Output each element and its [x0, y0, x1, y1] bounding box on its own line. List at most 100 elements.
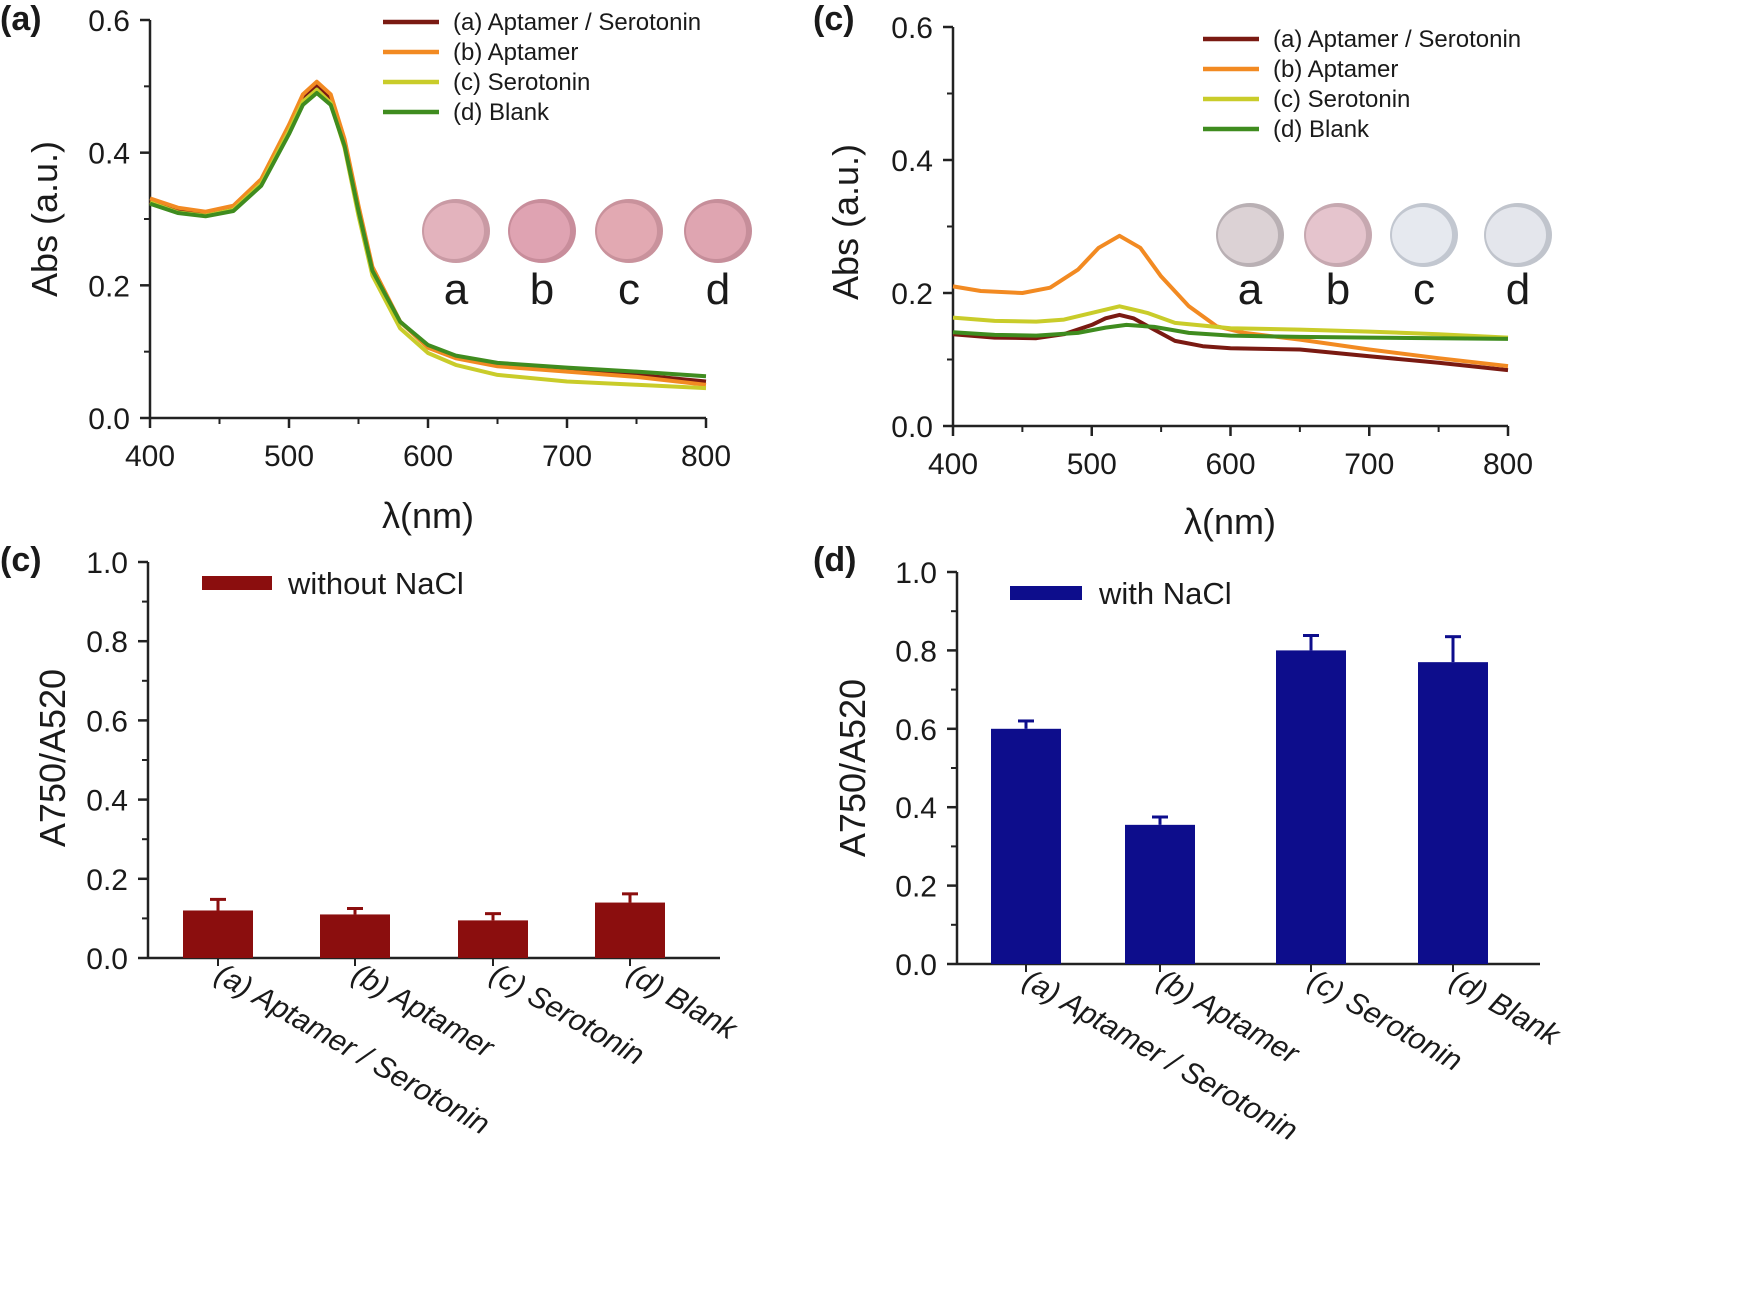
category-label: (d) Blank: [1445, 963, 1567, 1053]
panel-label: (c): [813, 0, 855, 38]
sample-well-c: [1390, 203, 1458, 267]
y-tick-label: 0.6: [891, 12, 933, 45]
series-line: [149, 91, 707, 379]
category-label: (c) Serotonin: [1303, 963, 1468, 1077]
y-tick-label: 0.2: [891, 278, 933, 311]
bar: [1276, 650, 1346, 964]
y-tick-label: 0.4: [88, 138, 130, 171]
x-tick-label: 400: [125, 440, 175, 473]
y-tick-label: 0.0: [86, 943, 128, 976]
well-letter: b: [1326, 265, 1350, 314]
well-liquid: [1306, 207, 1366, 263]
well-letter: c: [618, 265, 640, 314]
panel-label: (a): [0, 0, 42, 38]
x-axis-label: λ(nm): [382, 495, 474, 536]
bar: [595, 902, 665, 958]
x-tick-label: 800: [1483, 448, 1533, 481]
y-tick-label: 0.2: [86, 864, 128, 897]
y-tick-label: 0.0: [88, 403, 130, 436]
well-liquid: [424, 203, 484, 259]
y-tick-label: 0.8: [86, 626, 128, 659]
x-tick-label: 500: [264, 440, 314, 473]
bar: [991, 728, 1061, 964]
y-tick-label: 1.0: [86, 547, 128, 580]
well-letter: c: [1413, 265, 1435, 314]
legend-entry: (a) Aptamer / Serotonin: [1273, 26, 1521, 53]
sample-well-d: [684, 199, 752, 263]
x-axis-label: λ(nm): [1184, 501, 1276, 542]
bar: [320, 914, 390, 958]
y-tick-label: 0.0: [891, 411, 933, 444]
legend-entry: (b) Aptamer: [453, 39, 578, 66]
legend-entry: without NaCl: [287, 566, 464, 601]
y-axis-label: A750/A520: [32, 669, 73, 847]
y-tick-label: 0.6: [86, 705, 128, 738]
y-tick-label: 0.8: [895, 635, 937, 668]
legend-entry: (d) Blank: [453, 99, 550, 126]
series-line: [952, 322, 1509, 341]
x-tick-label: 600: [1205, 448, 1255, 481]
well-letter: d: [706, 265, 730, 314]
well-letter: d: [1506, 265, 1530, 314]
y-axis-label: Abs (a.u.): [24, 141, 65, 297]
well-liquid: [1392, 207, 1452, 263]
y-tick-label: 0.2: [88, 270, 130, 303]
legend-entry: (d) Blank: [1273, 116, 1370, 143]
x-tick-label: 500: [1067, 448, 1117, 481]
panel-label: (d): [813, 541, 856, 579]
sample-well-a: [1216, 203, 1284, 267]
legend-entry: (c) Serotonin: [453, 69, 590, 96]
category-label: (d) Blank: [622, 957, 744, 1047]
legend-entry: (b) Aptamer: [1273, 56, 1398, 83]
x-tick-label: 600: [403, 440, 453, 473]
y-tick-label: 0.6: [895, 714, 937, 747]
legend: (a) Aptamer / Serotonin (b) Aptamer (c) Se…: [383, 9, 701, 126]
sample-well-b: [1304, 203, 1372, 267]
legend-swatch: [202, 576, 272, 590]
legend: without NaCl: [202, 566, 464, 601]
well-liquid: [1486, 207, 1546, 263]
well-liquid: [597, 203, 657, 259]
sample-well-c: [595, 199, 663, 263]
sample-well-d: [1484, 203, 1552, 267]
bar: [1418, 662, 1488, 964]
legend-entry: (c) Serotonin: [1273, 86, 1410, 113]
y-axis-label: A750/A520: [832, 679, 873, 857]
category-label: (c) Serotonin: [485, 957, 650, 1071]
series-line: [952, 233, 1509, 369]
sample-well-b: [508, 199, 576, 263]
y-tick-label: 0.0: [895, 949, 937, 982]
well-liquid: [686, 203, 746, 259]
well-letter: a: [1238, 265, 1263, 314]
y-axis-label: Abs (a.u.): [825, 144, 866, 300]
line-chart-panel-0: (a) 0.0 0.2 0.4 0.6 400 500 600 700 800 λ(nm) Abs (…: [0, 0, 752, 536]
series-line: [952, 304, 1509, 340]
legend: with NaCl: [1010, 576, 1232, 611]
well-liquid: [1218, 207, 1278, 263]
x-tick-label: 700: [542, 440, 592, 473]
bar: [183, 910, 253, 958]
legend-entry: (a) Aptamer / Serotonin: [453, 9, 701, 36]
line-chart-panel-1: (c) 0.0 0.2 0.4 0.6 400 500 600 700 800 λ(nm) Abs (…: [813, 0, 1552, 542]
series-line: [149, 79, 707, 387]
y-tick-label: 0.6: [88, 5, 130, 38]
bar: [1125, 824, 1195, 964]
well-letter: b: [530, 265, 554, 314]
x-tick-label: 400: [928, 448, 978, 481]
legend-swatch: [1010, 586, 1082, 600]
y-tick-label: 0.4: [86, 785, 128, 818]
legend-entry: with NaCl: [1098, 576, 1232, 611]
well-liquid: [510, 203, 570, 259]
bar: [458, 920, 528, 958]
y-tick-label: 0.4: [891, 145, 933, 178]
panel-label: (c): [0, 541, 42, 579]
x-tick-label: 800: [681, 440, 731, 473]
y-tick-label: 1.0: [895, 557, 937, 590]
y-tick-label: 0.4: [895, 792, 937, 825]
legend: (a) Aptamer / Serotonin (b) Aptamer (c) Se…: [1203, 26, 1521, 143]
sample-well-a: [422, 199, 490, 263]
y-tick-label: 0.2: [895, 871, 937, 904]
